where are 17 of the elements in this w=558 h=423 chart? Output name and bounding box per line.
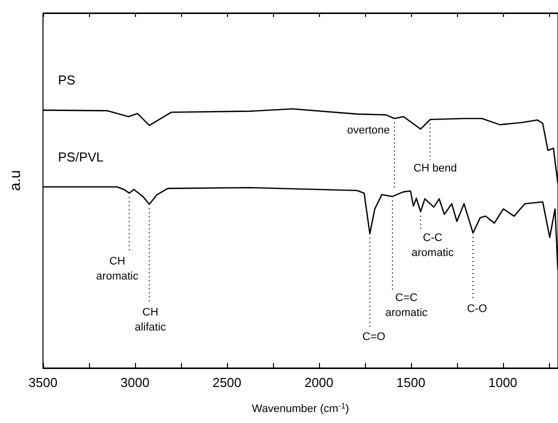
annotation: overtone	[347, 124, 390, 136]
x-tick-label: 3000	[120, 375, 150, 390]
x-tick-label: 2000	[304, 375, 334, 390]
annotation: C-O	[466, 302, 488, 315]
annotation: C=C aromatic	[385, 292, 428, 319]
x-tick-label: 1500	[396, 375, 426, 390]
annotation: CH alifatic	[134, 306, 166, 334]
y-axis-title: a.u	[7, 170, 24, 191]
x-tick-label: 3500	[28, 375, 58, 390]
annotation: C-C aromatic	[412, 232, 454, 260]
annotation: CH aromatic	[96, 256, 139, 283]
x-tick-label: 1000	[488, 375, 518, 390]
annotation: C=O	[362, 330, 386, 343]
x-tick-label: 2500	[212, 375, 242, 390]
series-label: PS/PVL	[58, 149, 104, 164]
series-label: PS	[58, 72, 76, 88]
annotation: CH bend	[413, 162, 457, 174]
